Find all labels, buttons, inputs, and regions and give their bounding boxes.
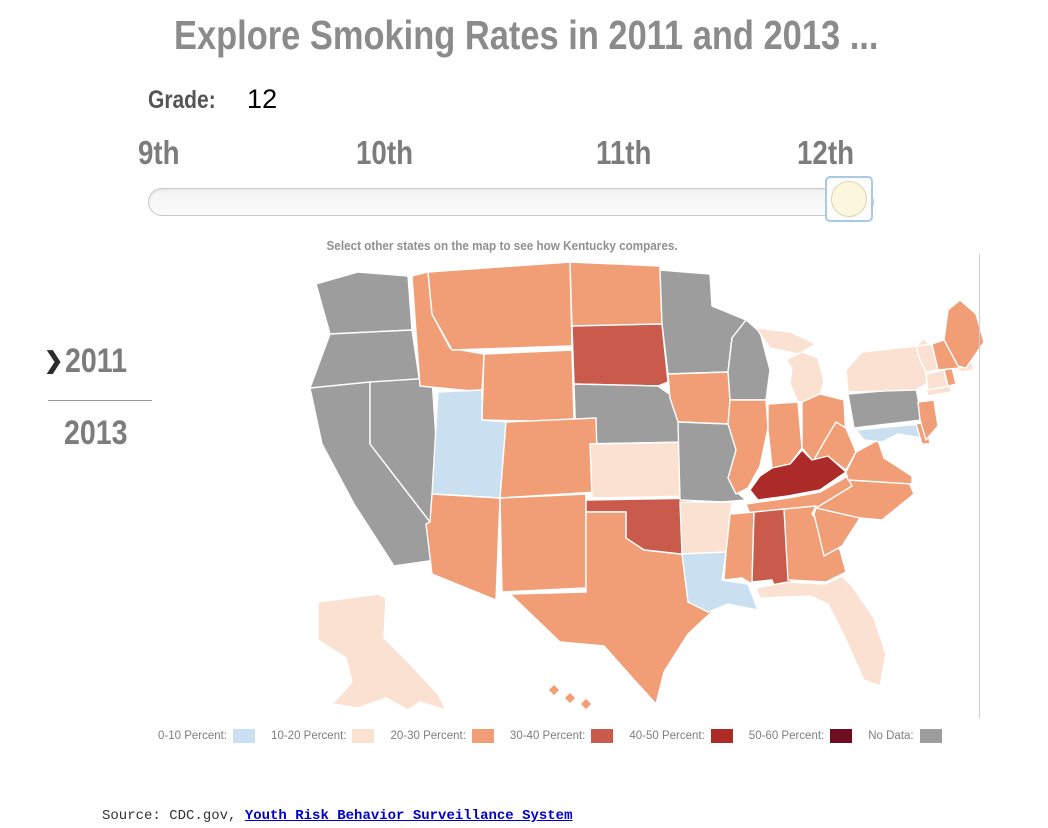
source-line: Source: CDC.gov, Youth Risk Behavior Sur… <box>102 808 572 824</box>
state-hi[interactable] <box>579 697 593 711</box>
state-ak[interactable] <box>317 593 447 711</box>
state-pa[interactable] <box>847 387 923 429</box>
legend-swatch <box>919 729 942 743</box>
state-fl[interactable] <box>755 575 887 687</box>
source-link[interactable]: Youth Risk Behavior Surveillance System <box>244 808 573 824</box>
year-option-2011[interactable]: ❯2011 <box>44 342 139 381</box>
legend-swatch <box>591 729 614 743</box>
legend-label: 0-10 Percent: <box>158 730 228 742</box>
legend-label: 20-30 Percent: <box>390 730 466 742</box>
legend-swatch <box>710 729 733 743</box>
slider-tick-12th: 12th <box>797 134 855 171</box>
legend-label: 30-40 Percent: <box>509 730 586 742</box>
page-title: Explore Smoking Rates in 2011 and 2013 .… <box>174 12 1013 59</box>
legend-label: No Data: <box>868 730 914 742</box>
slider-tick-9th: 9th <box>138 134 180 171</box>
state-wy[interactable] <box>481 349 575 423</box>
state-co[interactable] <box>499 417 599 499</box>
legend-label: 40-50 Percent: <box>629 730 705 742</box>
us-map <box>309 261 985 711</box>
state-nm[interactable] <box>499 493 587 593</box>
state-me[interactable] <box>943 299 985 369</box>
legend-item: 0-10 Percent: <box>158 729 271 743</box>
slider-tick-10th: 10th <box>356 134 414 171</box>
page-title-text: Explore Smoking Rates in 2011 and 2013 .… <box>174 12 879 58</box>
year-2013-label: 2013 <box>64 414 128 452</box>
state-ky[interactable] <box>749 449 847 501</box>
slider-handle-dot <box>831 181 867 217</box>
state-vt[interactable] <box>915 343 939 373</box>
legend-item: 40-50 Percent: <box>629 729 748 743</box>
legend-swatch <box>471 729 494 743</box>
year-option-2013[interactable]: 2013 <box>64 414 140 453</box>
state-mt[interactable] <box>427 261 573 351</box>
legend-item: 20-30 Percent: <box>390 729 509 743</box>
legend: 0-10 Percent: 10-20 Percent: 20-30 Percent… <box>158 729 958 743</box>
state-ar[interactable] <box>679 501 733 555</box>
state-nj[interactable] <box>917 399 939 441</box>
legend-item: No Data: <box>868 729 957 743</box>
grade-label: Grade: <box>148 86 216 114</box>
state-ga[interactable] <box>783 505 847 583</box>
legend-swatch <box>233 729 256 743</box>
state-hi[interactable] <box>563 691 577 705</box>
state-ia[interactable] <box>667 371 739 425</box>
chart-right-border <box>979 254 980 718</box>
state-sd[interactable] <box>571 323 669 387</box>
grade-slider-track[interactable] <box>148 188 874 216</box>
legend-item: 10-20 Percent: <box>271 729 390 743</box>
grade-slider-handle[interactable] <box>825 176 873 222</box>
legend-label: 50-60 Percent: <box>748 730 825 742</box>
selected-year-chevron-icon: ❯ <box>44 347 64 373</box>
state-wa[interactable] <box>315 271 413 335</box>
state-hi[interactable] <box>547 683 561 697</box>
legend-item: 50-60 Percent: <box>749 729 868 743</box>
grade-display: Grade: 12 <box>148 84 277 115</box>
year-divider <box>48 400 152 401</box>
state-mi[interactable] <box>755 327 817 355</box>
year-2011-label: 2011 <box>65 342 128 380</box>
legend-swatch <box>352 729 375 743</box>
grade-value: 12 <box>247 84 278 114</box>
legend-item: 30-40 Percent: <box>510 729 629 743</box>
state-nh[interactable] <box>931 339 961 371</box>
state-il[interactable] <box>727 399 769 495</box>
state-va[interactable] <box>845 439 913 485</box>
slider-tick-11th: 11th <box>596 134 652 171</box>
state-tx[interactable] <box>509 511 719 705</box>
legend-label: 10-20 Percent: <box>271 730 347 742</box>
state-az[interactable] <box>425 493 501 601</box>
state-nd[interactable] <box>569 261 663 327</box>
legend-swatch <box>830 729 853 743</box>
state-ms[interactable] <box>723 511 755 585</box>
source-prefix: Source: CDC.gov, <box>102 808 245 824</box>
map-instruction-text: Select other states on the map to see ho… <box>326 238 678 253</box>
map-instruction: Select other states on the map to see ho… <box>140 238 864 253</box>
